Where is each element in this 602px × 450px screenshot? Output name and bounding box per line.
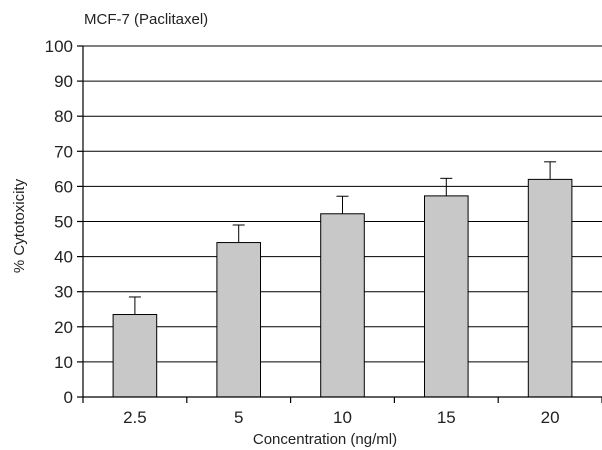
x-tick-label-2.5: 2.5 (123, 408, 147, 427)
x-axis-title: Concentration (ng/ml) (253, 431, 397, 448)
y-tick-label-70: 70 (54, 142, 73, 161)
bar-15 (424, 195, 469, 398)
bar-20 (527, 178, 573, 398)
bar-2.5 (112, 314, 158, 398)
y-ticks: 0 10 20 30 40 50 60 70 80 90 100 (45, 37, 83, 407)
x-tick-label-15: 15 (437, 408, 456, 427)
y-tick-label-100: 100 (45, 37, 73, 56)
bar-10 (320, 213, 365, 398)
y-tick-label-60: 60 (54, 177, 73, 196)
y-tick-label-40: 40 (54, 248, 73, 267)
y-tick-label-80: 80 (54, 107, 73, 126)
y-axis-title: % Cytotoxicity (11, 178, 28, 273)
x-tick-label-20: 20 (541, 408, 560, 427)
y-tick-label-50: 50 (54, 213, 73, 232)
y-tick-label-10: 10 (54, 353, 73, 372)
y-tick-label-90: 90 (54, 72, 73, 91)
error-bars (128, 161, 557, 315)
y-tick-label-30: 30 (54, 283, 73, 302)
x-tick-label-10: 10 (333, 408, 352, 427)
y-tick-label-20: 20 (54, 318, 73, 337)
x-ticks: 2.5 5 10 15 20 (82, 397, 602, 427)
bar-5 (216, 242, 261, 398)
chart-title: MCF-7 (Paclitaxel) (84, 11, 208, 28)
x-tick-label-5: 5 (234, 408, 243, 427)
y-tick-label-0: 0 (64, 388, 73, 407)
